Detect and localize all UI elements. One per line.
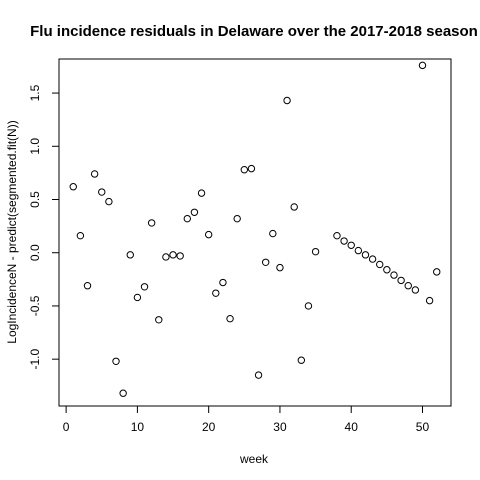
data-point [354,246,363,255]
data-point [155,316,163,324]
y-tick-label: -1.0 [28,349,42,370]
data-point [390,271,398,279]
data-point [433,268,441,276]
data-point [247,164,256,173]
chart-title: Flu incidence residuals in Delaware over… [30,23,478,40]
data-point [333,231,341,240]
data-point [219,278,227,287]
data-point [347,241,355,249]
plot-area-frame [58,58,452,407]
y-tick-label: -0.5 [28,295,42,316]
data-points [69,61,441,397]
y-tick-label: 1.5 [28,84,42,101]
data-point [76,231,85,240]
data-point [376,260,384,269]
data-point [276,263,284,272]
data-point [290,203,298,211]
x-tick-label: 0 [63,420,70,434]
data-point [404,282,412,290]
x-axis-label: week [239,452,269,466]
x-tick-label: 40 [345,420,359,434]
data-point [183,214,191,223]
data-point [126,251,134,259]
y-tick-label: 0.0 [28,244,42,261]
data-point [133,293,142,302]
data-point [140,283,149,291]
data-point [197,189,206,197]
data-point [226,315,234,323]
data-point [162,253,170,261]
data-point [119,389,127,397]
y-tick-label: 0.5 [28,191,42,208]
x-tick-label: 30 [273,420,287,434]
x-tick-label: 20 [202,420,216,434]
data-point [176,252,184,260]
data-point [383,266,391,274]
data-point [112,357,120,365]
data-point [169,251,177,259]
data-point [90,170,99,178]
data-point [283,96,291,105]
data-point [425,296,434,305]
data-point [69,183,77,191]
y-axis: -1.0 -0.5 0.0 0.5 1.0 1.5 [28,84,60,370]
data-point [361,251,370,259]
data-point [105,197,113,206]
data-point [311,247,320,256]
x-tick-label: 50 [416,420,430,434]
y-tick-label: 1.0 [28,138,42,155]
data-point [340,237,348,245]
data-point [304,302,313,310]
x-tick-label: 10 [131,420,145,434]
y-axis-label: LogIncidenceN - predict(segmented.fit(N)… [5,120,19,343]
data-point [297,356,306,364]
data-point [240,165,249,174]
data-point [212,289,220,297]
data-point [190,208,199,216]
data-point [418,61,427,70]
data-point [98,188,106,196]
data-point [233,214,241,223]
x-axis: 0 10 20 30 40 50 [63,405,430,434]
data-point [411,286,420,294]
data-point [397,276,405,285]
data-point [269,229,277,238]
data-point [83,282,92,290]
data-point [368,255,377,263]
data-point [261,258,270,267]
data-point [254,371,263,379]
data-point [147,219,156,227]
data-point [204,230,213,239]
